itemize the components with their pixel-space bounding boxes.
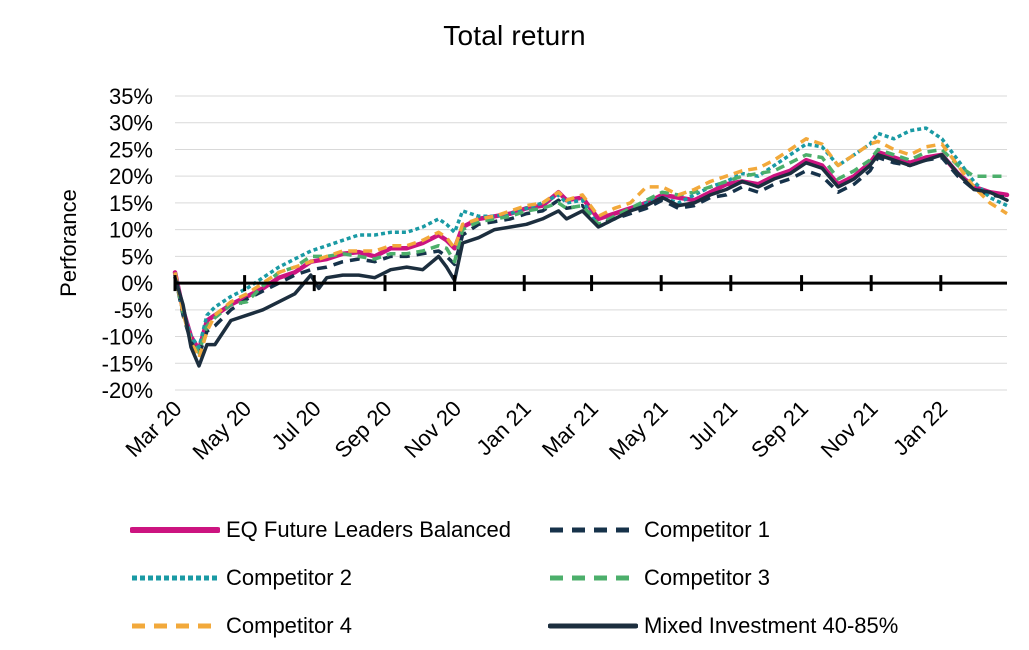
y-tick-label: -10%: [102, 325, 153, 350]
legend-swatch: [132, 575, 218, 581]
y-tick-label: 35%: [109, 84, 153, 109]
y-tick-label: 5%: [121, 244, 153, 269]
series-line-1: [172, 149, 1010, 353]
x-tick-label: Mar 20: [120, 396, 186, 462]
legend-swatch: [550, 527, 636, 533]
legend-item: Competitor 3: [548, 558, 770, 598]
y-tick-label: 15%: [109, 191, 153, 216]
y-tick-label: -15%: [102, 351, 153, 376]
x-tick-label: Sep 21: [746, 396, 813, 463]
legend-label: Competitor 3: [644, 565, 770, 590]
x-tick-label: Mar 21: [537, 396, 603, 462]
y-tick-label: 20%: [109, 164, 153, 189]
legend-item: Competitor 4: [130, 606, 352, 646]
legend-item: Mixed Investment 40-85%: [548, 606, 898, 646]
y-tick-label: 25%: [109, 137, 153, 162]
x-tick-label: Jan 21: [471, 396, 535, 460]
y-tick-label: 10%: [109, 218, 153, 243]
x-tick-label: May 20: [187, 396, 256, 465]
series-line-6: [173, 153, 1009, 368]
y-tick-label: -20%: [102, 378, 153, 403]
legend-label: Competitor 2: [226, 565, 352, 590]
x-tick-label: Jan 22: [888, 396, 952, 460]
x-tick-label: Jul 21: [683, 396, 742, 455]
legend-swatch: [550, 575, 636, 581]
legend-item: EQ Future Leaders Balanced: [130, 510, 511, 550]
chart-legend: EQ Future Leaders Balanced Competitor 1 Co…: [130, 510, 1010, 640]
legend-label: EQ Future Leaders Balanced: [226, 517, 511, 542]
legend-label: Competitor 4: [226, 613, 352, 638]
series-line-4: [173, 147, 1007, 355]
legend-swatch: [132, 623, 218, 629]
series-line-2: [173, 155, 1008, 358]
x-tick-label: Jul 20: [267, 396, 326, 455]
x-tick-label: Nov 21: [816, 396, 883, 463]
y-axis-label: Perforance: [56, 189, 81, 297]
legend-label: Competitor 1: [644, 517, 770, 542]
series-line-5: [173, 137, 1008, 360]
y-tick-label: 0%: [121, 271, 153, 296]
x-tick-label: May 21: [604, 396, 673, 465]
legend-item: Competitor 1: [548, 510, 770, 550]
legend-swatch: [548, 623, 638, 629]
chart-title: Total return: [443, 20, 586, 51]
x-tick-label: Sep 20: [330, 396, 397, 463]
x-tick-label: Nov 20: [399, 396, 466, 463]
series-line-3: [173, 126, 1008, 349]
legend-item: Competitor 2: [130, 558, 352, 598]
legend-swatch: [130, 527, 220, 533]
y-tick-label: -5%: [114, 298, 153, 323]
legend-label: Mixed Investment 40-85%: [644, 613, 899, 638]
y-tick-label: 30%: [109, 111, 153, 136]
